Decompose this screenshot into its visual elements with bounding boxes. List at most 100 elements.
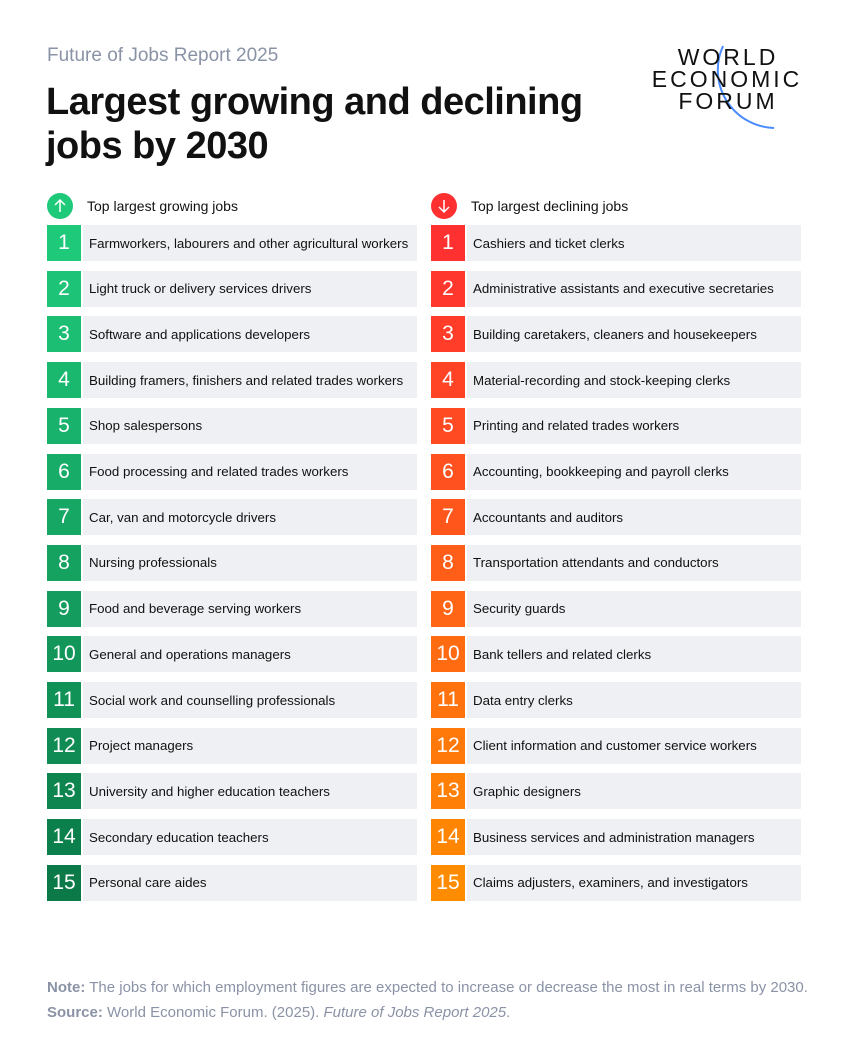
rank-badge: 12 (431, 727, 465, 764)
job-label: Building caretakers, cleaners and housek… (467, 316, 801, 353)
rank-badge: 6 (431, 453, 465, 490)
rank-badge: 8 (47, 544, 81, 581)
logo-line: ECONOMIC (651, 66, 803, 92)
page-title: Largest growing and declining jobs by 20… (46, 81, 583, 167)
job-label: Farmworkers, labourers and other agricul… (83, 225, 417, 261)
rank-badge: 10 (431, 636, 465, 673)
rank-badge: 4 (47, 362, 81, 399)
job-label: Claims adjusters, examiners, and investi… (467, 864, 801, 901)
rank-badge: 5 (47, 407, 81, 444)
growing-jobs-column: Top largest growing jobs 1 Farmworkers, l… (47, 193, 417, 901)
rank-badge: 14 (431, 819, 465, 856)
job-label: Bank tellers and related clerks (467, 636, 801, 673)
job-label: Light truck or delivery services drivers (83, 270, 417, 307)
job-label: Building framers, finishers and related … (83, 362, 417, 399)
job-label: Car, van and motorcycle drivers (83, 499, 417, 536)
rank-badge: 9 (431, 590, 465, 627)
job-row: 6 Accounting, bookkeeping and payroll cle… (431, 453, 801, 490)
rank-badge: 13 (47, 773, 81, 810)
job-row: 7 Car, van and motorcycle drivers (47, 499, 417, 536)
rank-badge: 15 (431, 864, 465, 901)
job-row: 3 Building caretakers, cleaners and house… (431, 316, 801, 353)
job-row: 4 Material-recording and stock-keeping cl… (431, 362, 801, 399)
rank-badge: 11 (431, 682, 465, 718)
job-row: 12 Client information and customer servic… (431, 727, 801, 764)
job-row: 10 General and operations managers (47, 636, 417, 673)
job-row: 11 Social work and counselling profession… (47, 682, 417, 718)
rank-badge: 11 (47, 682, 81, 718)
job-row: 2 Light truck or delivery services driver… (47, 270, 417, 307)
job-row: 12 Project managers (47, 727, 417, 764)
footnote: Note: The jobs for which employment figu… (47, 975, 808, 1025)
job-row: 5 Shop salespersons (47, 407, 417, 444)
job-label: Shop salespersons (83, 407, 417, 444)
job-label: Client information and customer service … (467, 727, 801, 764)
note-label: Note: (47, 979, 86, 996)
growing-heading: Top largest growing jobs (87, 198, 238, 214)
declining-heading: Top largest declining jobs (471, 198, 629, 214)
job-label: Software and applications developers (83, 316, 417, 353)
logo-line: FORUM (678, 88, 778, 114)
job-row: 13 Graphic designers (431, 773, 801, 810)
job-row: 15 Claims adjusters, examiners, and inves… (431, 864, 801, 901)
rank-badge: 1 (431, 225, 465, 261)
rank-badge: 7 (47, 499, 81, 536)
rank-badge: 3 (47, 316, 81, 353)
job-label: Project managers (83, 727, 417, 764)
report-kicker: Future of Jobs Report 2025 (47, 45, 279, 66)
job-label: Administrative assistants and executive … (467, 270, 801, 307)
job-label: General and operations managers (83, 636, 417, 673)
rank-badge: 15 (47, 864, 81, 901)
rank-badge: 7 (431, 499, 465, 536)
job-label: Accountants and auditors (467, 499, 801, 536)
job-label: Social work and counselling professional… (83, 682, 417, 718)
rank-badge: 12 (47, 727, 81, 764)
job-label: Personal care aides (83, 864, 417, 901)
rank-badge: 1 (47, 225, 81, 261)
job-row: 11 Data entry clerks (431, 682, 801, 718)
job-row: 7 Accountants and auditors (431, 499, 801, 536)
job-label: Printing and related trades workers (467, 407, 801, 444)
source-text: World Economic Forum. (2025). (102, 1004, 324, 1021)
arrow-down-icon (431, 193, 457, 219)
rank-badge: 9 (47, 590, 81, 627)
job-label: Cashiers and ticket clerks (467, 225, 801, 261)
job-row: 8 Nursing professionals (47, 544, 417, 581)
job-label: Secondary education teachers (83, 819, 417, 856)
note-text: The jobs for which employment figures ar… (85, 979, 808, 996)
source-end: . (506, 1004, 511, 1021)
rank-badge: 8 (431, 544, 465, 581)
arrow-up-icon (47, 193, 73, 219)
rank-badge: 2 (431, 270, 465, 307)
job-label: Transportation attendants and conductors (467, 544, 801, 581)
logo-line: WORLD (677, 44, 779, 70)
rank-badge: 2 (47, 270, 81, 307)
rank-badge: 10 (47, 636, 81, 673)
job-row: 14 Business services and administration m… (431, 819, 801, 856)
job-label: Security guards (467, 590, 801, 627)
declining-jobs-column: Top largest declining jobs 1 Cashiers and… (431, 193, 801, 901)
rank-badge: 6 (47, 453, 81, 490)
rank-badge: 13 (431, 773, 465, 810)
job-row: 13 University and higher education teache… (47, 773, 417, 810)
job-label: Accounting, bookkeeping and payroll cler… (467, 453, 801, 490)
job-row: 9 Security guards (431, 590, 801, 627)
job-label: University and higher education teachers (83, 773, 417, 810)
source-title: Future of Jobs Report 2025 (323, 1004, 507, 1021)
job-row: 14 Secondary education teachers (47, 819, 417, 856)
job-label: Nursing professionals (83, 544, 417, 581)
source-label: Source: (47, 1004, 103, 1021)
job-label: Material-recording and stock-keeping cle… (467, 362, 801, 399)
job-row: 2 Administrative assistants and executive… (431, 270, 801, 307)
job-row: 10 Bank tellers and related clerks (431, 636, 801, 673)
rank-badge: 14 (47, 819, 81, 856)
job-row: 1 Farmworkers, labourers and other agricu… (47, 225, 417, 261)
job-row: 5 Printing and related trades workers (431, 407, 801, 444)
rank-badge: 4 (431, 362, 465, 399)
job-row: 8 Transportation attendants and conductor… (431, 544, 801, 581)
job-label: Food and beverage serving workers (83, 590, 417, 627)
job-row: 4 Building framers, finishers and related… (47, 362, 417, 399)
job-row: 3 Software and applications developers (47, 316, 417, 353)
job-row: 15 Personal care aides (47, 864, 417, 901)
